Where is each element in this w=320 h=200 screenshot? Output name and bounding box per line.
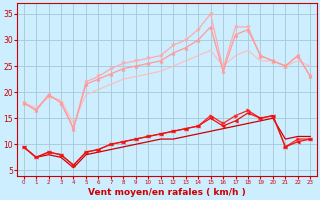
X-axis label: Vent moyen/en rafales ( km/h ): Vent moyen/en rafales ( km/h ) (88, 188, 246, 197)
